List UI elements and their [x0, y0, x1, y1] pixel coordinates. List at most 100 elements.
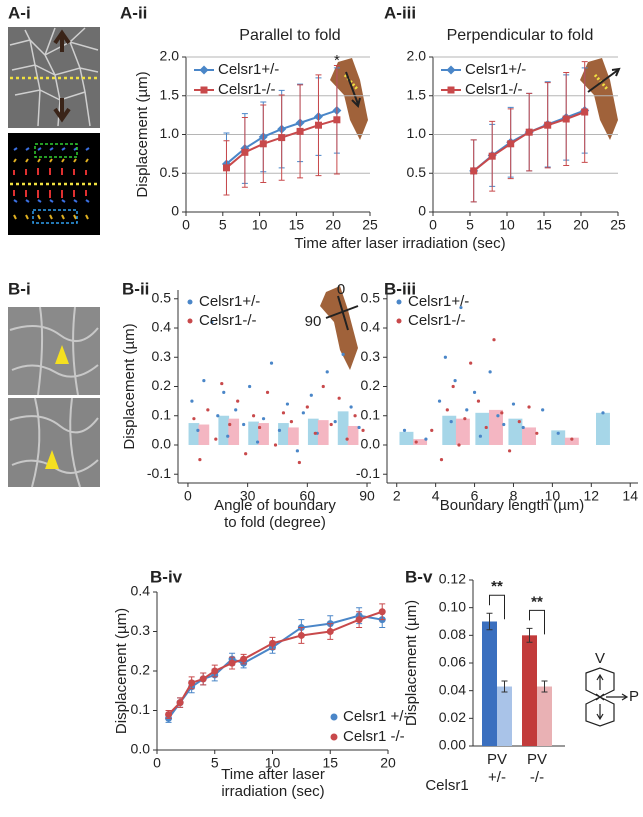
point	[192, 417, 196, 421]
series-line	[167, 610, 383, 716]
y-tick-label: 1.0	[407, 125, 427, 141]
marker	[297, 631, 305, 639]
marker	[269, 639, 276, 647]
point	[443, 355, 447, 359]
marker	[507, 140, 515, 148]
point	[309, 393, 313, 397]
point	[361, 428, 365, 432]
fold-inset	[580, 58, 618, 140]
x-tick-label: 14	[622, 488, 638, 504]
legend-marker	[396, 318, 402, 324]
y-tick-label: 0.0	[152, 436, 172, 452]
point	[236, 399, 240, 403]
series-line	[167, 614, 383, 719]
x-tick-label: 0	[153, 755, 161, 771]
x-axis-label: Boundary length (µm)	[440, 497, 585, 514]
x-tick-label: 10	[499, 217, 515, 233]
bar	[307, 418, 319, 445]
cell-outlines	[9, 27, 99, 127]
bar	[551, 430, 566, 445]
arrowhead	[55, 345, 69, 364]
point	[210, 320, 214, 324]
point	[220, 381, 224, 386]
point	[313, 431, 317, 435]
x-tick-label: 2	[393, 488, 401, 504]
x-tick-label: 15	[536, 217, 552, 233]
chart-title: Parallel to fold	[239, 27, 340, 44]
marker	[296, 127, 304, 135]
marker	[330, 713, 338, 721]
panel-label: B-i	[8, 279, 31, 298]
bar	[596, 412, 610, 445]
point	[255, 440, 260, 444]
y-tick-label: 0.4	[131, 583, 151, 599]
point	[261, 417, 266, 421]
x-tick-label: 25	[362, 217, 378, 233]
point	[325, 370, 329, 374]
point	[430, 428, 434, 432]
point	[301, 411, 305, 415]
point	[345, 437, 349, 441]
point	[329, 422, 333, 427]
panel-label: B-v	[405, 567, 433, 586]
roi	[32, 209, 78, 224]
bar	[337, 411, 349, 445]
panel-label: A-i	[8, 3, 31, 22]
legend-label: Celsr1+/-	[465, 61, 526, 78]
point	[507, 449, 512, 453]
y-tick-label: 0.0	[361, 436, 381, 452]
arrow	[345, 71, 361, 108]
point	[517, 419, 521, 424]
y-tick-label: -0.1	[147, 465, 171, 481]
y-axis-label: Displacement (µm)	[134, 71, 151, 197]
marker	[581, 108, 589, 116]
x-tick-label: 60	[300, 488, 316, 504]
bar	[258, 423, 269, 445]
y-tick-label: 0	[171, 203, 179, 219]
arrows	[595, 673, 629, 721]
arrow	[325, 295, 359, 331]
x-tick-label: 6	[471, 488, 479, 504]
y-tick-label: 0.2	[361, 377, 381, 393]
point	[469, 361, 473, 365]
point	[511, 402, 516, 406]
point	[228, 422, 232, 427]
point	[285, 402, 290, 406]
inset-label: 0	[337, 281, 345, 298]
marker	[446, 65, 456, 75]
marker	[176, 699, 184, 707]
bar	[497, 686, 512, 746]
fold-inset	[320, 286, 358, 370]
x-axis-label: Time after laser irradiation (sec)	[294, 235, 505, 252]
x-tick-label: 5	[219, 217, 227, 233]
legend-label: Celsr1-/-	[199, 312, 257, 329]
fold-inset	[330, 58, 368, 140]
diagram-label: V	[595, 650, 605, 667]
point	[341, 352, 345, 356]
y-tick-label: 0.2	[131, 662, 151, 678]
y-tick-label: 0.4	[152, 319, 172, 335]
bar	[288, 427, 299, 445]
y-tick-label: 0.2	[152, 377, 172, 393]
marker	[326, 628, 334, 635]
y-tick-label: 0.06	[439, 654, 466, 670]
marker	[488, 152, 496, 160]
arrow	[53, 29, 71, 52]
bar	[522, 427, 537, 445]
pv-diagram	[585, 667, 629, 727]
x-tick-label: 15	[289, 217, 305, 233]
point	[445, 408, 449, 412]
x-axis-label: Time after laser	[221, 766, 325, 783]
panel-label: A-iii	[384, 3, 416, 22]
point	[226, 434, 230, 438]
point	[277, 428, 282, 432]
x-axis-label: irradiation (sec)	[221, 783, 324, 800]
point	[257, 425, 262, 430]
point	[202, 379, 206, 383]
image-a-i	[8, 27, 100, 235]
inset-label: 90	[305, 313, 322, 330]
bar	[198, 424, 210, 445]
arrow	[53, 98, 71, 123]
y-tick-label: 2.0	[160, 48, 180, 64]
